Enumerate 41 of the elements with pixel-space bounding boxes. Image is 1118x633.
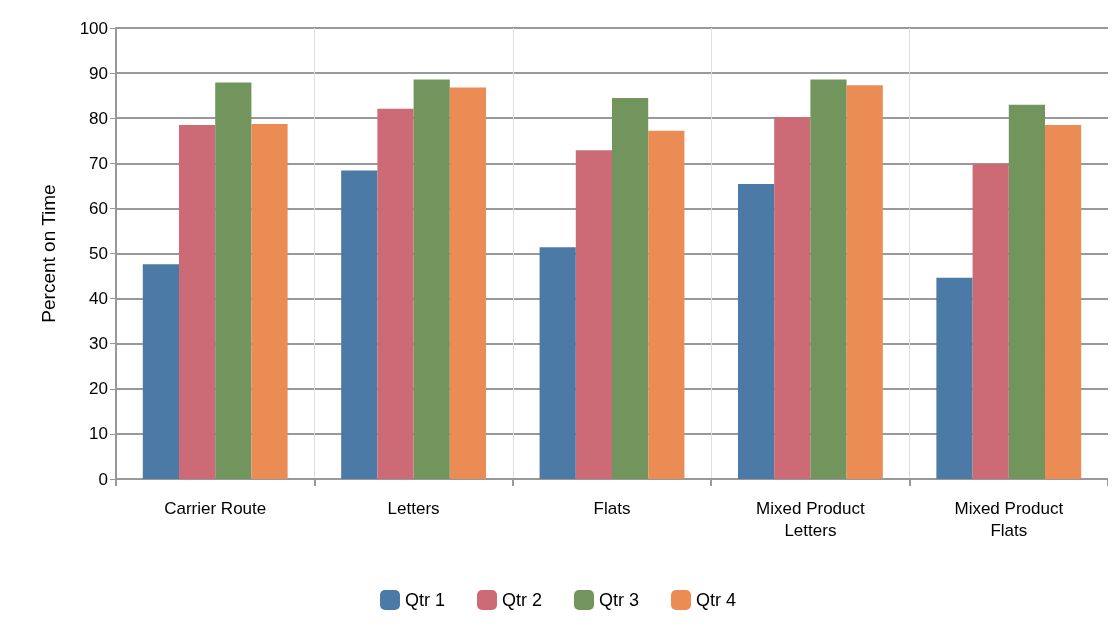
legend-label: Qtr 1	[404, 590, 445, 610]
bar	[142, 264, 179, 479]
bar	[972, 163, 1009, 479]
y-tick-label: 50	[89, 244, 108, 263]
y-tick-label: 40	[89, 289, 108, 309]
y-tick-label: 10	[89, 424, 108, 444]
y-tick-label: 20	[89, 379, 108, 399]
bar	[377, 108, 414, 479]
bar	[612, 97, 649, 479]
x-tick-label: Carrier Route	[164, 498, 267, 518]
bar	[774, 117, 811, 479]
y-tick-label: 0	[98, 469, 108, 489]
bar	[215, 82, 252, 479]
y-axis-title: Percent on Time	[38, 184, 59, 323]
bar	[846, 85, 883, 479]
bar	[575, 150, 612, 479]
bar	[413, 79, 450, 479]
bar	[1045, 124, 1082, 479]
bar	[341, 170, 378, 479]
legend-label: Qtr 3	[599, 590, 640, 610]
bar	[936, 277, 973, 479]
bar	[737, 184, 775, 479]
bar	[449, 87, 487, 479]
bar	[810, 79, 847, 479]
x-tick-label: Mixed Product Letters	[756, 498, 865, 540]
y-tick-label: 90	[89, 63, 108, 83]
y-tick-label: 30	[89, 334, 108, 354]
bar	[1008, 104, 1046, 479]
y-tick-label: 70	[89, 153, 108, 173]
bar	[648, 130, 685, 479]
y-tick-label: 100	[79, 18, 108, 38]
y-tick-label: 60	[89, 198, 108, 218]
y-tick-label: 80	[89, 108, 108, 128]
legend-label: Qtr 4	[696, 590, 737, 610]
x-tick-label: Mixed Product Flats	[954, 498, 1064, 540]
x-tick-label: Flats	[593, 498, 631, 518]
legend-label: Qtr 2	[501, 590, 543, 610]
bar	[178, 124, 216, 479]
bar	[539, 247, 576, 479]
bar	[251, 124, 288, 479]
x-tick-label: Letters	[387, 498, 440, 518]
